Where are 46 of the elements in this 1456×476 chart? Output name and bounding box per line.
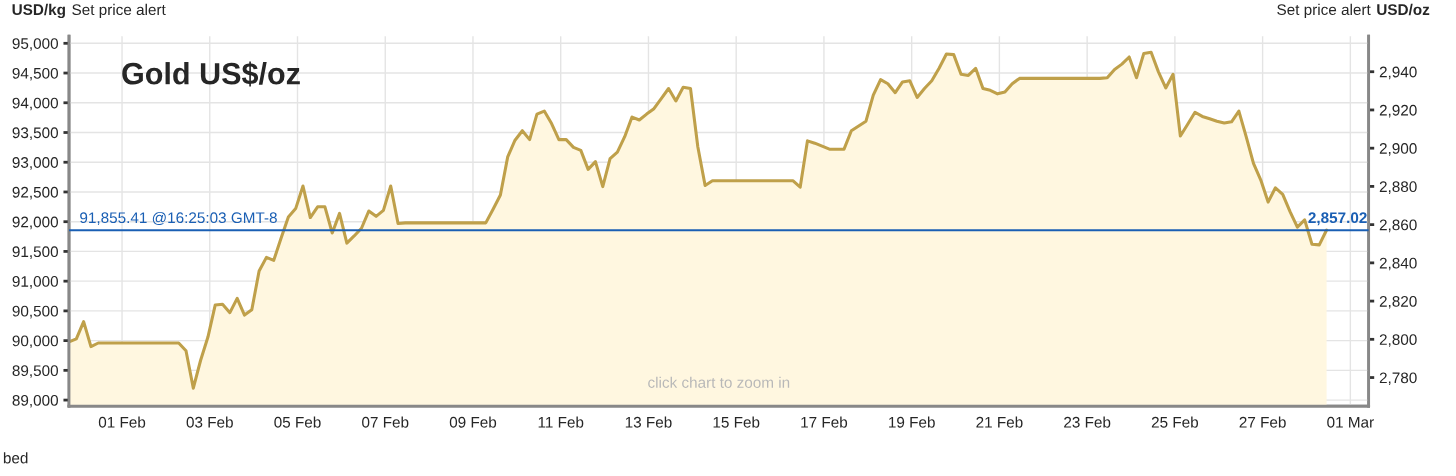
x-tick-label: 01 Mar [1327,416,1374,428]
y2-axis-title: USD/oz [1377,3,1430,16]
x-tick-label: 05 Feb [274,416,321,428]
y2-tick-label: 2,880 [1379,181,1417,194]
annotation: 2,857.02 [1308,212,1367,226]
x-tick-label: 17 Feb [801,416,848,428]
x-tick-label: 03 Feb [186,416,233,428]
y-tick-label: 93,000 [12,157,58,170]
x-tick-label: 19 Feb [889,416,935,428]
y-tick-label: 94,500 [12,67,58,81]
x-tick-label: 21 Feb [976,416,1023,428]
y-tick-label: 91,000 [12,276,58,289]
text: Set price alert [1277,3,1371,19]
y2-tick-label: 2,860 [1379,219,1417,233]
x-tick-label: 07 Feb [362,416,409,428]
y2-tick-label: 2,920 [1379,104,1417,118]
x-tick-label: 11 Feb [538,416,584,428]
y2-tick-label: 2,840 [1379,257,1417,271]
x-tick-label: 23 Feb [1064,416,1111,428]
y-tick-label: 89,500 [12,365,58,378]
ref-line-label: 91,855.41 @16:25:03 GMT-8 [80,211,277,226]
y-tick-label: 95,000 [12,38,58,51]
y-tick-label: 92,500 [12,186,58,200]
text: bed [3,452,28,464]
y-tick-label: 94,000 [12,97,58,111]
y2-tick-label: 2,800 [1379,334,1417,347]
x-tick-label: 09 Feb [449,416,497,428]
x-tick-label: 25 Feb [1151,416,1199,428]
y2-tick-label: 2,820 [1379,295,1417,309]
y-tick-label: 93,500 [12,127,58,140]
y-tick-label: 89,000 [12,394,58,408]
x-tick-label: 27 Feb [1239,416,1286,428]
text: Set price alert [72,3,166,19]
annotation: click chart to zoom in [648,376,790,388]
y2-tick-label: 2,780 [1379,372,1417,386]
y-tick-label: 90,500 [12,305,58,319]
y-tick-label: 91,500 [12,246,58,259]
x-tick-label: 01 Feb [98,416,146,428]
y-tick-label: 92,000 [12,216,58,230]
x-tick-label: 15 Feb [713,416,760,428]
y2-tick-label: 2,940 [1379,66,1417,80]
text: Gold US$/oz [122,61,300,87]
x-tick-label: 13 Feb [625,416,672,428]
y-axis-title: USD/kg [12,3,65,19]
y2-tick-label: 2,900 [1379,143,1417,156]
y-tick-label: 90,000 [12,335,58,349]
